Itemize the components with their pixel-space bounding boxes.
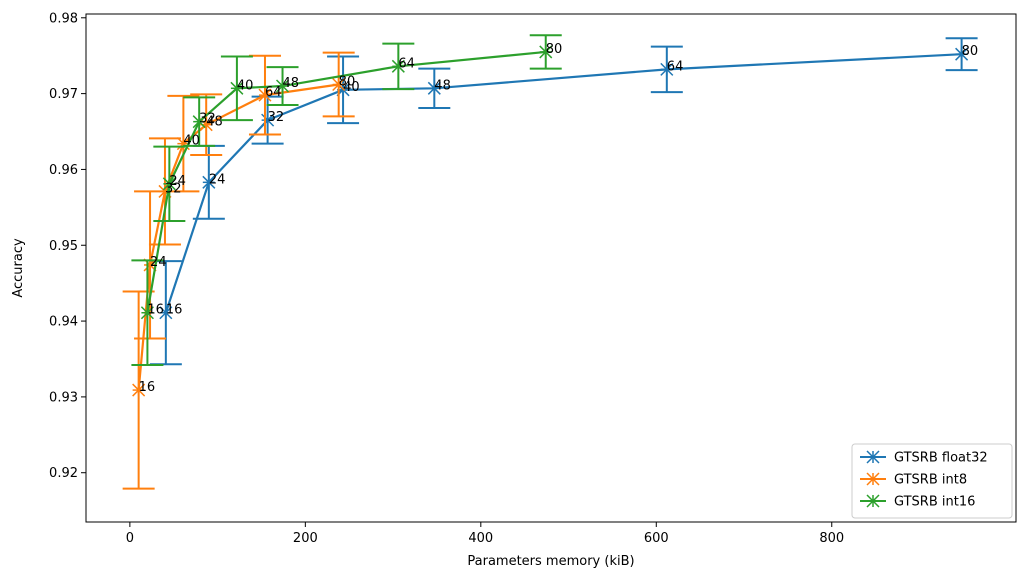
data-point: [140, 306, 154, 320]
point-label: 48: [283, 76, 300, 91]
point-label: 48: [434, 78, 451, 93]
y-axis-label: Accuracy: [11, 238, 26, 298]
data-point: [539, 45, 553, 59]
series-1: [122, 51, 355, 490]
x-tick-label: 800: [819, 531, 844, 546]
y-tick-label: 0.96: [49, 163, 78, 178]
point-label: 24: [209, 172, 226, 187]
y-axis: 0.92 0.93 0.94 0.95 0.96 0.97 0.98: [49, 11, 86, 481]
legend-box: [851, 443, 1013, 519]
data-point: [660, 62, 674, 76]
y-tick-label: 0.92: [49, 466, 78, 481]
x-tick-label: 200: [293, 531, 318, 546]
point-label: 40: [183, 134, 200, 149]
data-point: [391, 59, 405, 73]
point-label: 16: [139, 380, 156, 395]
y-tick-label: 0.97: [49, 87, 78, 102]
point-label: 16: [147, 303, 164, 318]
plot-frame: [85, 13, 1017, 523]
x-axis: 0 200 400 600 800: [126, 522, 844, 546]
point-label: 64: [398, 56, 415, 71]
data-point: [258, 88, 272, 102]
data-point: [159, 306, 173, 320]
point-label: 24: [150, 255, 167, 270]
y-tick-label: 0.95: [49, 239, 78, 254]
point-label: 64: [667, 59, 684, 74]
data-point: [230, 81, 244, 95]
point-label: 40: [237, 78, 254, 93]
point-label: 32: [165, 181, 182, 196]
data-point: [192, 115, 206, 129]
x-tick-label: 400: [468, 531, 493, 546]
legend-label: GTSRB int8: [894, 473, 967, 488]
point-label: 64: [265, 85, 282, 100]
legend-item: GTSRB int16: [860, 494, 975, 510]
point-label: 80: [962, 44, 979, 59]
data-point: [427, 81, 441, 95]
legend-item: GTSRB int8: [860, 472, 967, 488]
data-point: [332, 77, 346, 92]
legend-marker: [866, 494, 880, 508]
series-2: [131, 34, 562, 367]
point-label: 32: [199, 112, 216, 127]
legend-label: GTSRB int16: [894, 495, 975, 510]
data-point: [955, 47, 969, 61]
point-label: 16: [166, 303, 183, 318]
legend-marker: [866, 472, 880, 486]
legend-label: GTSRB float32: [894, 451, 988, 466]
point-label: 80: [339, 75, 356, 90]
x-tick-label: 0: [126, 531, 134, 546]
x-tick-label: 600: [644, 531, 669, 546]
legend-marker: [866, 450, 880, 464]
legend-item: GTSRB float32: [860, 450, 988, 466]
data-point: [162, 177, 176, 191]
data-point: [202, 175, 216, 189]
y-tick-label: 0.98: [49, 11, 78, 26]
data-point: [275, 79, 290, 93]
legend: GTSRB float32 GTSRB int8 GTSRB int16: [851, 443, 1013, 519]
data-point: [132, 383, 146, 397]
x-axis-label: Parameters memory (kiB): [467, 554, 634, 569]
point-label: 48: [206, 115, 223, 130]
point-label: 24: [169, 174, 186, 189]
y-tick-label: 0.93: [49, 390, 78, 405]
data-point: [261, 113, 275, 127]
y-tick-label: 0.94: [49, 315, 78, 330]
point-label: 40: [343, 80, 360, 95]
point-label: 32: [268, 110, 285, 125]
point-label: 80: [546, 42, 563, 57]
plot-area: [86, 14, 1016, 522]
